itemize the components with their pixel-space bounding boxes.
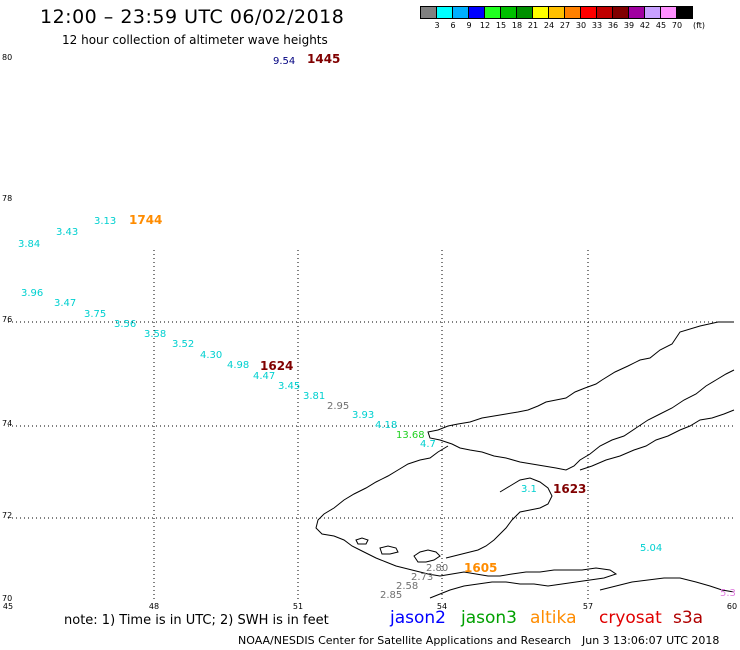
legend-label: 21	[527, 21, 539, 30]
satellite-jason2: jason2	[390, 608, 446, 628]
footer-timestamp: Jun 3 13:06:07 UTC 2018	[582, 634, 720, 647]
lon-axis: 45 48 51 54 57 60	[3, 602, 737, 611]
page-title: 12:00 – 23:59 UTC 06/02/2018	[40, 6, 345, 28]
coastline-mainland	[315, 445, 618, 599]
legend-label: 45	[655, 21, 667, 30]
lon-label: 60	[727, 602, 737, 611]
legend-label: 24	[543, 21, 555, 30]
satellite-s3a: s3a	[673, 608, 704, 628]
coastline-bay	[445, 477, 553, 559]
obs-value: 3.13	[94, 216, 116, 227]
obs-value: 3.96	[21, 288, 43, 299]
obs-value: 4.47	[253, 371, 275, 382]
obs-value: 4.18	[375, 420, 397, 431]
obs-time-label: 1623	[553, 482, 586, 496]
lon-label: 54	[437, 602, 447, 611]
lat-label: 70	[2, 594, 12, 603]
obs-value: 2.58	[396, 581, 418, 592]
obs-value: 2.95	[327, 401, 349, 412]
lon-label: 51	[293, 602, 303, 611]
coastline-north-segment	[579, 409, 735, 471]
obs-value: 4.7	[420, 439, 436, 450]
obs-time-label: 1744	[129, 213, 162, 227]
coastline-novaya-zemlya	[427, 321, 735, 471]
lat-label: 74	[2, 419, 12, 428]
obs-value: 3.56	[114, 319, 136, 330]
satellite-cryosat: cryosat	[599, 608, 662, 628]
lat-label: 72	[2, 511, 12, 520]
obs-value: 3.75	[84, 309, 106, 320]
obs-time-label: 1605	[464, 561, 497, 575]
legend-label: 27	[559, 21, 571, 30]
obs-value: 3.47	[54, 298, 76, 309]
legend-label: (ft)	[692, 21, 706, 30]
lat-label: 78	[2, 194, 12, 203]
lat-label: 76	[2, 315, 12, 324]
legend-label: 18	[511, 21, 523, 30]
obs-value: 13.68	[396, 430, 425, 441]
obs-value: 3.52	[172, 339, 194, 350]
color-legend	[420, 6, 693, 19]
obs-value: 2.85	[380, 590, 402, 601]
obs-value: 3.43	[56, 227, 78, 238]
legend-label: 9	[466, 21, 472, 30]
legend-label: 42	[639, 21, 651, 30]
lon-label: 45	[3, 602, 13, 611]
lat-label: 80	[2, 53, 12, 62]
obs-time-label: 1445	[307, 52, 340, 66]
obs-value: 5.04	[640, 543, 662, 554]
obs-value: 3.93	[352, 410, 374, 421]
legend-label: 39	[623, 21, 635, 30]
obs-value: 5.3	[720, 588, 736, 599]
obs-value: 3.58	[144, 329, 166, 340]
obs-value: 4.30	[200, 350, 222, 361]
legend-label: 12	[479, 21, 491, 30]
observations: 9.54 1445 3.13 1744 3.43 3.84 3.96 3.47 …	[18, 52, 736, 601]
coastline-islands	[355, 537, 441, 563]
note-text: note: 1) Time is in UTC; 2) SWH is in fe…	[64, 613, 329, 628]
footer-credit: NOAA/NESDIS Center for Satellite Applica…	[238, 634, 572, 647]
legend-label: 3	[434, 21, 440, 30]
obs-value: 2.73	[411, 572, 433, 583]
legend-swatch	[676, 6, 693, 19]
obs-value: 3.84	[18, 239, 40, 250]
legend-label: 33	[591, 21, 603, 30]
graticule	[8, 250, 734, 600]
legend-label: 70	[671, 21, 683, 30]
legend-label: 15	[495, 21, 507, 30]
page-subtitle: 12 hour collection of altimeter wave hei…	[62, 33, 328, 47]
lon-label: 48	[149, 602, 159, 611]
obs-value: 2.80	[426, 563, 448, 574]
obs-value: 3.45	[278, 381, 300, 392]
obs-value: 4.98	[227, 360, 249, 371]
obs-time-label: 1624	[260, 359, 293, 373]
obs-value: 3.81	[303, 391, 325, 402]
legend-label: 30	[575, 21, 587, 30]
coastline	[315, 321, 735, 599]
legend-label: 36	[607, 21, 619, 30]
coastline-east	[599, 577, 735, 593]
satellite-jason3: jason3	[461, 608, 517, 628]
obs-value: 3.1	[521, 484, 537, 495]
lon-label: 57	[583, 602, 593, 611]
legend-label: 6	[450, 21, 456, 30]
lat-axis: 80 78 76 74 72 70	[2, 53, 12, 603]
satellite-altika: altika	[530, 608, 577, 628]
obs-value: 9.54	[273, 56, 295, 67]
